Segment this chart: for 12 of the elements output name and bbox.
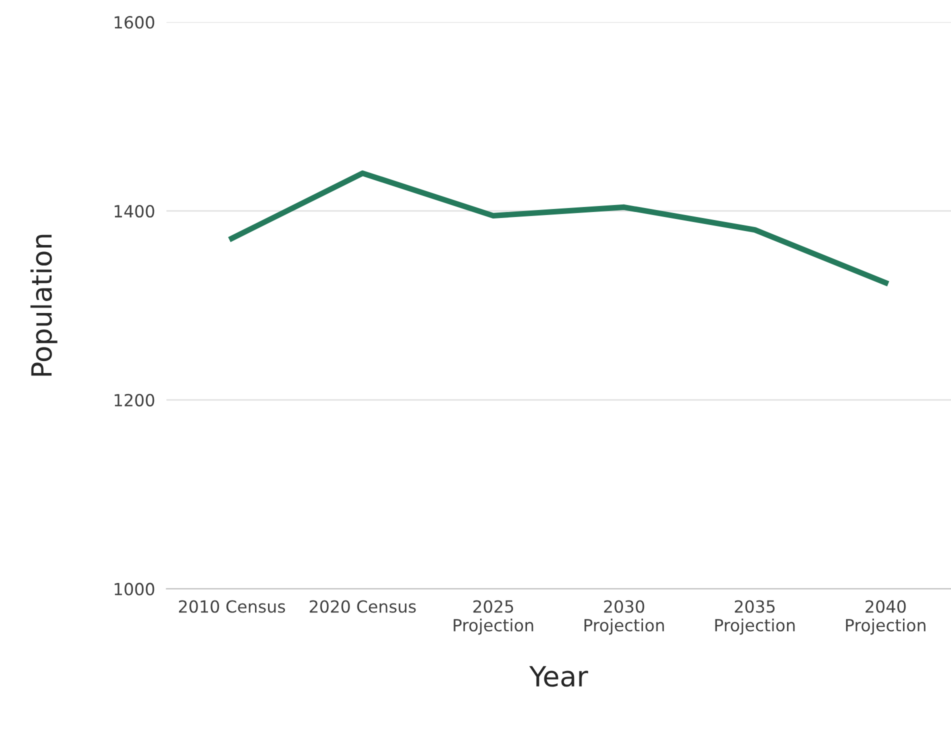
y-tick-label: 1400 bbox=[114, 204, 154, 218]
y-axis-title: Population bbox=[30, 234, 58, 376]
y-tick-label: 1200 bbox=[114, 394, 154, 406]
x-axis-title: Year bbox=[529, 666, 588, 687]
x-tick-label: 2025 Projection bbox=[454, 600, 534, 635]
x-tick-label: 2020 Census bbox=[310, 600, 416, 613]
x-tick-label: 2030 Projection bbox=[584, 600, 664, 635]
x-tick-label: 2040 Projection bbox=[846, 600, 926, 635]
x-tick-label: 2010 Census bbox=[178, 600, 286, 613]
x-tick-label: 2035 Projection bbox=[715, 600, 795, 635]
y-tick-label: 1000 bbox=[114, 582, 154, 596]
y-tick-label: 1600 bbox=[114, 16, 154, 29]
